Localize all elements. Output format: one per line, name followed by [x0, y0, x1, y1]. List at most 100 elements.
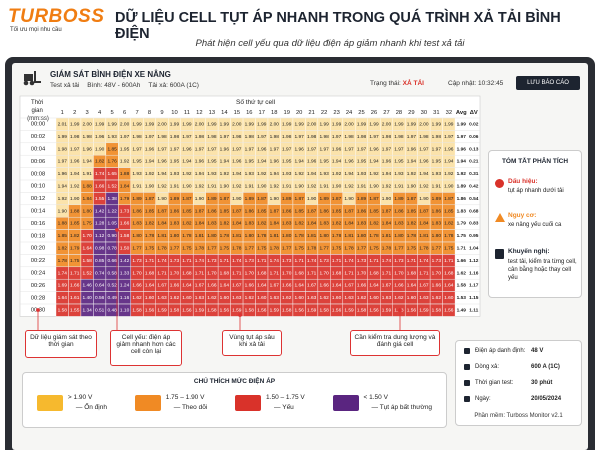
- tagline: Tối ưu mọi nhu cầu: [10, 27, 62, 33]
- cell-value: 1.97: [357, 146, 367, 152]
- cell-value: 1.97: [245, 146, 255, 152]
- spec-icon: [464, 364, 470, 370]
- cell-value: 1.97: [295, 134, 305, 140]
- cell-value: 1.98: [344, 134, 354, 140]
- cell-value: 0.06: [469, 134, 479, 140]
- cell-value: 1.78: [195, 245, 205, 251]
- cell-value: 1.71: [307, 270, 317, 276]
- cell-value: 1.66: [245, 283, 255, 289]
- cell-value: 1.96: [83, 146, 93, 152]
- cell-value: 1.56: [295, 307, 305, 313]
- cell-value: 1.92: [457, 171, 467, 177]
- cell-value: 1.58: [132, 307, 142, 313]
- cell-value: 1.92: [70, 183, 80, 189]
- cell-value: 1.84: [157, 221, 167, 227]
- cell-value: 1.17: [469, 283, 479, 289]
- cell-value: 1.89: [394, 196, 404, 202]
- cell-value: 1.71: [444, 258, 454, 264]
- cell-value: 1.85: [145, 208, 155, 214]
- cell-value: 1.97: [207, 146, 217, 152]
- cell-value: 1.96: [232, 159, 242, 165]
- cell-value: 1.63: [419, 295, 429, 301]
- cell-value: 1.75: [83, 221, 93, 227]
- cell-value: 1.75: [444, 245, 454, 251]
- cell-value: 1.96: [382, 159, 392, 165]
- time-cell: 00:10: [31, 184, 46, 190]
- cell-value: 1.78: [444, 233, 454, 239]
- cell-value: 1.62: [282, 295, 292, 301]
- cell-value: 1.98: [195, 134, 205, 140]
- cell-value: 1.74: [232, 258, 242, 264]
- cell-value: 1.91: [394, 183, 404, 189]
- column-header: 4: [98, 110, 102, 116]
- cell-value: 1.83: [457, 208, 467, 214]
- cell-value: 1.92: [195, 183, 205, 189]
- cell-value: 1.82: [182, 221, 192, 227]
- cell-value: 1.60: [369, 295, 379, 301]
- spec-icon: [464, 396, 470, 402]
- cell-value: 1.84: [419, 221, 429, 227]
- cell-value: 1.64: [407, 283, 417, 289]
- cell-value: 1.81: [270, 233, 280, 239]
- cell-value: 1.68: [220, 270, 230, 276]
- cell-value: 1.70: [207, 270, 217, 276]
- cell-value: 1.97: [145, 134, 155, 140]
- cell-value: 1.67: [232, 283, 242, 289]
- spec-value: 600 A (1C): [531, 364, 560, 370]
- cell-value: 1.73: [170, 258, 180, 264]
- cell-value: 1.71: [145, 258, 155, 264]
- cell-value: 1.60: [332, 295, 342, 301]
- cell-value: 2.00: [232, 121, 242, 127]
- cell-value: 1.98: [70, 134, 80, 140]
- spec-value: 20/05/2024: [531, 396, 562, 402]
- cell-value: 1.74: [344, 258, 354, 264]
- cell-value: 1.93: [132, 171, 142, 177]
- cell-value: 1.98: [432, 134, 442, 140]
- cell-value: 1.97: [382, 146, 392, 152]
- cell-value: 1.89: [170, 196, 180, 202]
- save-button[interactable]: LƯU BÁO CÁO: [516, 76, 580, 90]
- cell-value: 1.87: [332, 196, 342, 202]
- cell-value: 1.87: [270, 208, 280, 214]
- cell-value: 1.71: [295, 258, 305, 264]
- cell-value: 0.51: [95, 307, 105, 313]
- column-header: 13: [209, 110, 215, 116]
- time-header: Thời gian (mm:ss): [27, 100, 49, 122]
- cell-value: 1.78: [407, 233, 417, 239]
- logo: TURBOSS: [8, 6, 105, 27]
- cell-value: 1.99: [407, 121, 417, 127]
- cell-value: 1.94: [295, 159, 305, 165]
- info: Bình: 48V - 600Ah: [87, 82, 141, 89]
- cell-value: 1.60: [444, 295, 454, 301]
- column-header: 1: [61, 110, 64, 116]
- cell-value: 1.74: [195, 258, 205, 264]
- cell-value: 1.92: [58, 196, 68, 202]
- time-cell: 00:26: [31, 283, 46, 289]
- cell-value: 1.98: [357, 134, 367, 140]
- legend-item: 1.75 – 1.90 V — Theo dõi: [134, 393, 207, 414]
- cell-value: 1.89: [357, 196, 367, 202]
- cell-value: 1.52: [83, 270, 93, 276]
- column-header: 29: [408, 110, 414, 116]
- cell-value: 1.05: [107, 221, 117, 227]
- cell-value: 1.56: [369, 307, 379, 313]
- cell-value: 1.34: [83, 307, 93, 313]
- cell-value: 1.85: [369, 208, 379, 214]
- spec-value: 48 V: [531, 348, 544, 354]
- cell-value: 1.66: [120, 221, 130, 227]
- column-header: 20: [296, 110, 302, 116]
- legend-text: 1.75 – 1.90 V — Theo dõi: [166, 393, 207, 414]
- column-header: 18: [271, 110, 277, 116]
- cell-value: 1.96: [220, 146, 230, 152]
- cell-value: 1.96: [332, 146, 342, 152]
- cell-value: 1.86: [394, 208, 404, 214]
- cell-value: 1.94: [257, 159, 267, 165]
- cell-value: 1.97: [132, 146, 142, 152]
- cell-value: 0.13: [469, 146, 479, 152]
- legend-note: — Ổn định: [75, 404, 107, 412]
- updated-value: 10:32:45: [478, 80, 504, 87]
- legend-swatch: [134, 395, 161, 412]
- cell-value: 1.97: [419, 146, 429, 152]
- cell-value: 1.89: [207, 196, 217, 202]
- cell-value: 1.98: [282, 134, 292, 140]
